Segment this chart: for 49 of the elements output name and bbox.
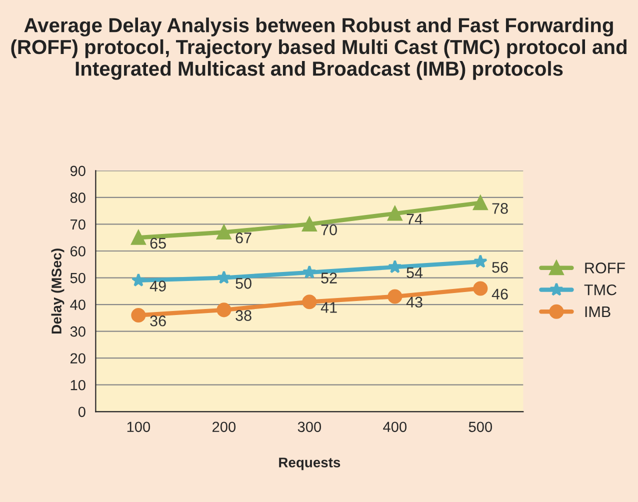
data-label: 78 <box>492 203 508 214</box>
point <box>302 265 316 279</box>
x-tick-label: 400 <box>383 422 407 432</box>
data-label: 56 <box>492 262 508 273</box>
y-tick-label: 60 <box>70 246 86 256</box>
point <box>216 302 232 318</box>
y-tick-label: 10 <box>70 380 86 390</box>
y-axis-title: Delay (MSec) <box>51 248 64 334</box>
point <box>302 294 317 310</box>
point <box>388 206 402 221</box>
legend-label: TMC <box>584 284 616 296</box>
chart-title: Average Delay Analysis between Robust and Fast Forwarding (ROFF) protocol, Trajectory based Multi Cast (TMC) protocol and Integrated Multicast and Broadcast (IMB) protocols <box>11 18 626 80</box>
data-label: 49 <box>150 280 166 292</box>
data-label: 54 <box>406 267 423 278</box>
data-label: 67 <box>236 232 252 244</box>
y-tick-label: 30 <box>70 326 86 337</box>
data-label: 50 <box>236 278 252 289</box>
point <box>388 289 402 304</box>
point <box>302 216 317 232</box>
point <box>131 230 146 245</box>
x-tick-label: 200 <box>212 422 236 432</box>
data-label: 38 <box>236 310 252 321</box>
data-label: 70 <box>321 224 337 236</box>
y-tick-label: 0 <box>78 406 86 418</box>
y-tick-label: 20 <box>70 353 86 364</box>
point <box>473 196 488 210</box>
point <box>131 273 146 287</box>
point <box>473 281 488 296</box>
y-tick-label: 70 <box>70 219 86 230</box>
point <box>216 270 231 284</box>
data-label: 36 <box>150 315 166 326</box>
y-tick-label: 50 <box>70 272 86 284</box>
data-label: 65 <box>150 238 166 249</box>
x-tick-label: 500 <box>468 422 492 432</box>
data-label: 41 <box>320 302 337 313</box>
x-tick-label: 300 <box>298 422 322 432</box>
point <box>388 260 402 274</box>
data-label: 74 <box>406 214 423 224</box>
x-tick-label: 100 <box>127 422 150 432</box>
x-axis-title: Requests <box>279 458 340 470</box>
data-label: 46 <box>492 288 508 300</box>
y-tick-label: 40 <box>70 300 86 310</box>
y-tick-label: 90 <box>70 166 86 176</box>
point <box>131 308 146 323</box>
point <box>216 224 232 240</box>
legend-label: ROFF <box>585 262 625 274</box>
point <box>473 254 488 268</box>
legend-label: IMB <box>585 306 610 317</box>
y-tick-label: 80 <box>70 192 86 203</box>
